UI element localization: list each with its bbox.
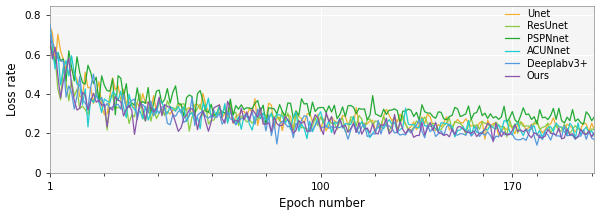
Deeplabv3+: [533, 144, 541, 146]
Line: PSPNnet: PSPNnet: [50, 45, 595, 125]
ACUNnet: [148, 112, 155, 114]
Ours: [148, 106, 155, 109]
ResUnet: [566, 132, 574, 135]
X-axis label: Epoch number: Epoch number: [279, 197, 365, 210]
Deeplabv3+: [191, 124, 199, 127]
ResUnet: [46, 44, 53, 46]
ResUnet: [547, 132, 554, 134]
Deeplabv3+: [148, 100, 155, 102]
Unet: [547, 123, 554, 125]
ACUNnet: [191, 120, 199, 123]
PSPNnet: [68, 66, 75, 68]
Unet: [68, 68, 75, 71]
Unet: [481, 138, 488, 140]
Deeplabv3+: [68, 91, 75, 94]
ACUNnet: [591, 135, 598, 138]
Ours: [46, 34, 53, 36]
ACUNnet: [79, 103, 86, 106]
Line: Ours: Ours: [50, 35, 595, 142]
Deeplabv3+: [547, 139, 554, 141]
Ours: [490, 140, 497, 143]
Unet: [148, 107, 155, 110]
Y-axis label: Loss rate: Loss rate: [5, 62, 19, 116]
Line: ResUnet: ResUnet: [50, 45, 595, 137]
Unet: [591, 129, 598, 131]
Deeplabv3+: [591, 139, 598, 141]
Deeplabv3+: [79, 98, 86, 101]
ResUnet: [591, 129, 598, 131]
Ours: [68, 84, 75, 86]
PSPNnet: [79, 81, 86, 84]
Ours: [566, 134, 574, 136]
Line: Deeplabv3+: Deeplabv3+: [50, 23, 595, 145]
Unet: [79, 96, 86, 99]
ACUNnet: [563, 134, 571, 136]
ACUNnet: [68, 54, 75, 57]
Ours: [79, 91, 86, 94]
Ours: [191, 111, 199, 114]
Ours: [547, 132, 554, 135]
ACUNnet: [46, 28, 53, 30]
PSPNnet: [46, 44, 53, 46]
Unet: [46, 24, 53, 27]
Unet: [191, 104, 199, 106]
PSPNnet: [566, 119, 574, 122]
ACUNnet: [572, 138, 579, 140]
Deeplabv3+: [566, 134, 574, 137]
PSPNnet: [148, 112, 155, 114]
Line: Unet: Unet: [50, 25, 595, 139]
PSPNnet: [262, 123, 269, 126]
Legend: Unet, ResUnet, PSPNnet, ACUNnet, Deeplabv3+, Ours: Unet, ResUnet, PSPNnet, ACUNnet, Deeplab…: [503, 7, 590, 83]
PSPNnet: [547, 114, 554, 117]
Line: ACUNnet: ACUNnet: [50, 29, 595, 139]
Deeplabv3+: [46, 22, 53, 25]
ResUnet: [148, 120, 155, 122]
Ours: [591, 131, 598, 133]
ACUNnet: [544, 126, 551, 129]
ResUnet: [191, 112, 199, 115]
ResUnet: [68, 79, 75, 81]
Unet: [566, 125, 574, 127]
PSPNnet: [591, 115, 598, 118]
ResUnet: [79, 105, 86, 107]
ResUnet: [503, 136, 511, 138]
PSPNnet: [191, 115, 199, 118]
